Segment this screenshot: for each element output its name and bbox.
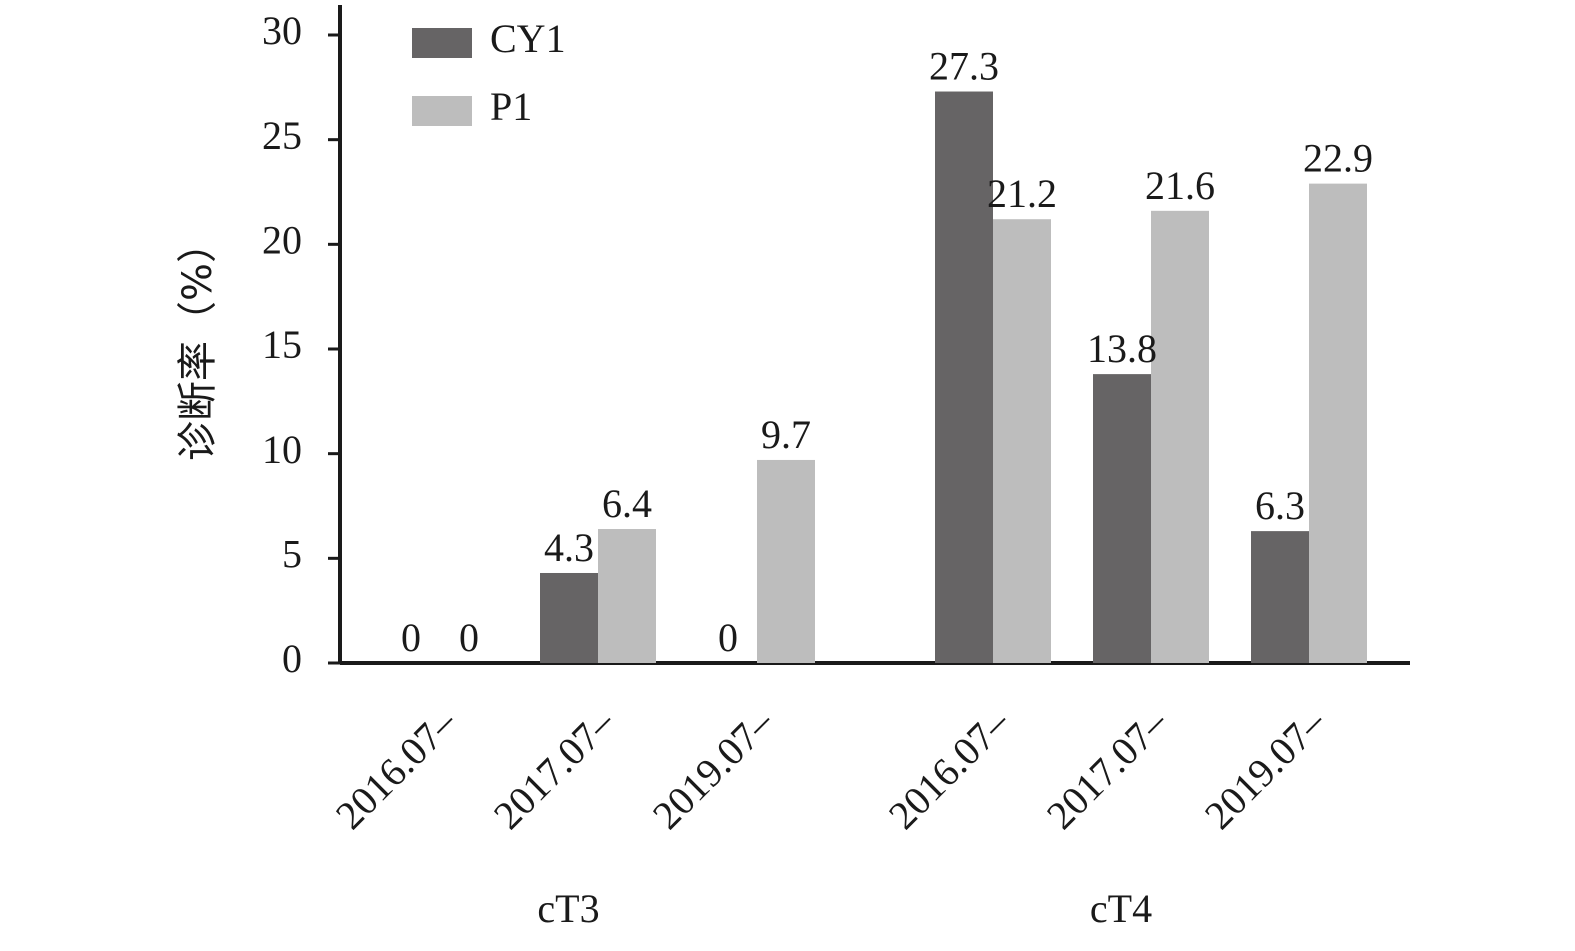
x-tick-label: 2017.07– (1038, 699, 1177, 838)
data-label: 4.3 (544, 525, 594, 570)
bar-cy1 (1251, 531, 1309, 663)
bar-p1 (757, 459, 815, 663)
bar-cy1 (540, 572, 598, 663)
y-tick-label: 5 (282, 532, 302, 577)
bar-p1 (598, 529, 656, 663)
legend-label: P1 (490, 84, 532, 129)
y-tick-label: 10 (262, 427, 302, 472)
x-tick-label: 2019.07– (644, 699, 783, 838)
y-tick-label: 20 (262, 218, 302, 263)
data-label: 21.6 (1145, 163, 1215, 208)
bar-p1 (1309, 183, 1367, 664)
category-labels: 2016.07– 2017.07– 2019.07– 2016.07– 2017.07–… (327, 699, 1335, 838)
group-label: cT3 (537, 886, 599, 931)
x-tick-label: 2016.07– (880, 699, 1019, 838)
data-label: 13.8 (1087, 326, 1157, 371)
data-label: 9.7 (761, 412, 811, 457)
y-tick-label: 30 (262, 8, 302, 53)
data-labels: 0 04.36.409.727.321.213.821.66.322.9 (401, 44, 1373, 660)
x-tick-label: 2017.07– (485, 699, 624, 838)
bar-cy1 (935, 91, 993, 663)
data-label: 0 (401, 615, 421, 660)
data-label: 21.2 (987, 171, 1057, 216)
data-label: 0 (459, 615, 479, 660)
data-label: 6.4 (602, 481, 652, 526)
legend: CY1 P1 (412, 16, 566, 129)
y-tick-label: 0 (282, 636, 302, 681)
bar-p1 (1151, 210, 1209, 663)
legend-swatch (412, 28, 472, 58)
y-tick-label: 15 (262, 322, 302, 367)
group-labels: cT3 cT4 (537, 886, 1152, 931)
x-tick-label: 2019.07– (1196, 699, 1335, 838)
y-axis-title: 诊断率（%） (175, 223, 221, 461)
y-tick-label: 25 (262, 113, 302, 158)
bar-cy1 (1093, 374, 1151, 663)
data-label: 6.3 (1255, 483, 1305, 528)
data-label: 0 (718, 615, 738, 660)
data-label: 22.9 (1303, 136, 1373, 181)
legend-label: CY1 (490, 16, 566, 61)
legend-swatch (412, 96, 472, 126)
x-tick-label: 2016.07– (327, 699, 466, 838)
bars (540, 91, 1367, 664)
y-axis: 0 5 10 15 20 25 30 (262, 5, 342, 681)
data-label: 27.3 (929, 44, 999, 89)
bar-p1 (993, 219, 1051, 664)
group-label: cT4 (1090, 886, 1152, 931)
